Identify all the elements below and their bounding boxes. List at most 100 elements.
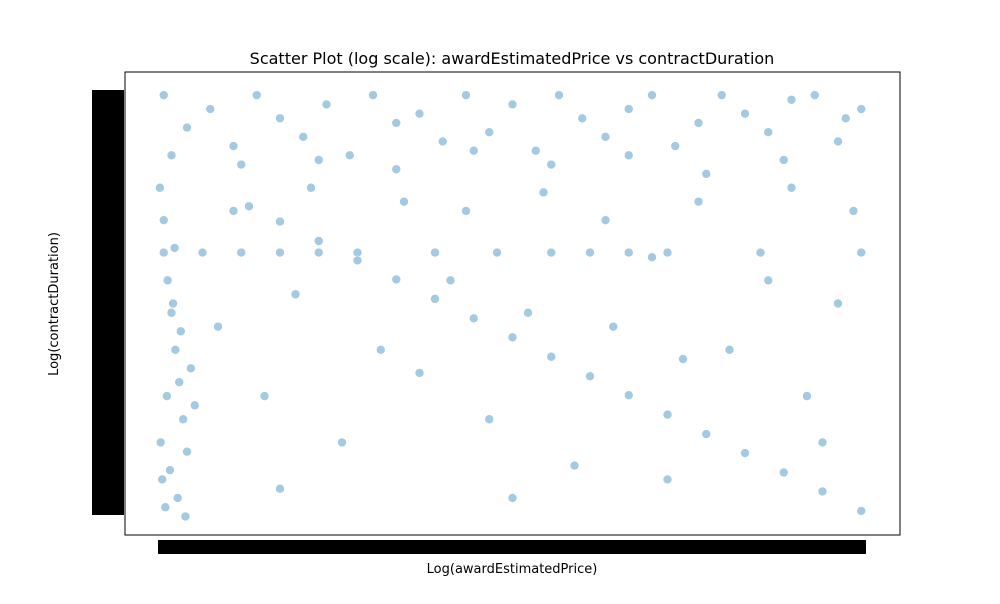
point	[778, 155, 789, 165]
point	[840, 113, 851, 124]
point	[186, 363, 196, 374]
point	[647, 252, 657, 263]
point	[693, 196, 704, 207]
point	[197, 247, 208, 258]
point	[352, 247, 363, 258]
point	[158, 247, 169, 258]
point	[833, 136, 843, 147]
point	[484, 127, 495, 137]
point	[236, 247, 247, 258]
point	[352, 255, 363, 266]
point	[391, 274, 402, 285]
point	[157, 474, 167, 485]
point	[507, 99, 518, 110]
point	[670, 141, 681, 151]
point	[275, 113, 285, 124]
point	[166, 150, 177, 161]
point	[817, 486, 828, 497]
point	[740, 448, 750, 458]
point	[848, 206, 859, 216]
point	[546, 351, 557, 362]
point	[228, 206, 239, 216]
point	[530, 145, 541, 156]
y-axis-label: Log(contractDuration)	[47, 232, 62, 376]
point	[166, 307, 177, 318]
point	[170, 344, 181, 355]
point	[244, 201, 254, 212]
point	[162, 275, 173, 286]
point	[290, 289, 301, 300]
x-axis-label: Log(awardEstimatedPrice)	[427, 562, 598, 577]
point	[662, 409, 673, 420]
point	[701, 169, 712, 179]
point	[306, 182, 316, 193]
point	[600, 132, 611, 142]
point	[693, 118, 704, 128]
point	[740, 108, 750, 119]
point	[623, 104, 634, 114]
point	[391, 164, 402, 175]
point	[802, 391, 812, 401]
point	[437, 136, 448, 147]
point	[546, 247, 557, 258]
point	[492, 247, 502, 258]
x-tick-labels-overlap	[158, 540, 866, 554]
point	[724, 344, 735, 355]
point	[168, 298, 178, 309]
point	[172, 493, 183, 503]
point	[236, 159, 247, 170]
point	[786, 94, 797, 105]
point	[275, 483, 285, 494]
point	[313, 236, 324, 246]
point	[468, 145, 479, 156]
point	[259, 391, 270, 401]
point	[298, 132, 309, 142]
point	[833, 298, 843, 309]
point	[228, 141, 239, 151]
point	[507, 493, 518, 503]
point	[174, 377, 185, 388]
point	[178, 414, 188, 425]
point	[337, 437, 347, 448]
point	[647, 90, 657, 100]
point	[313, 247, 324, 258]
y-tick-labels-overlap	[92, 90, 124, 515]
point	[251, 90, 262, 100]
point	[160, 502, 171, 513]
point	[585, 371, 595, 381]
point	[182, 446, 192, 457]
point	[445, 275, 456, 286]
point	[275, 216, 285, 227]
points	[155, 90, 867, 522]
point	[763, 275, 774, 286]
point	[313, 155, 324, 165]
point	[155, 182, 165, 193]
point	[817, 437, 828, 448]
point	[468, 313, 479, 324]
point	[213, 321, 223, 332]
point	[763, 127, 774, 137]
point	[461, 90, 471, 100]
point	[205, 104, 216, 114]
point	[755, 247, 766, 258]
point	[182, 122, 192, 133]
point	[344, 150, 355, 161]
point	[701, 429, 712, 439]
point	[809, 90, 820, 100]
point	[461, 206, 471, 216]
point	[856, 104, 867, 114]
point	[662, 474, 673, 485]
point	[169, 243, 180, 253]
point	[162, 391, 172, 401]
point	[430, 294, 440, 304]
chart-title: Scatter Plot (log scale): awardEstimated…	[250, 49, 775, 68]
point	[623, 390, 634, 400]
point	[546, 159, 557, 170]
point	[856, 247, 867, 258]
point	[275, 247, 285, 258]
plot-frame	[124, 71, 901, 536]
point	[538, 187, 549, 198]
point	[189, 400, 200, 411]
